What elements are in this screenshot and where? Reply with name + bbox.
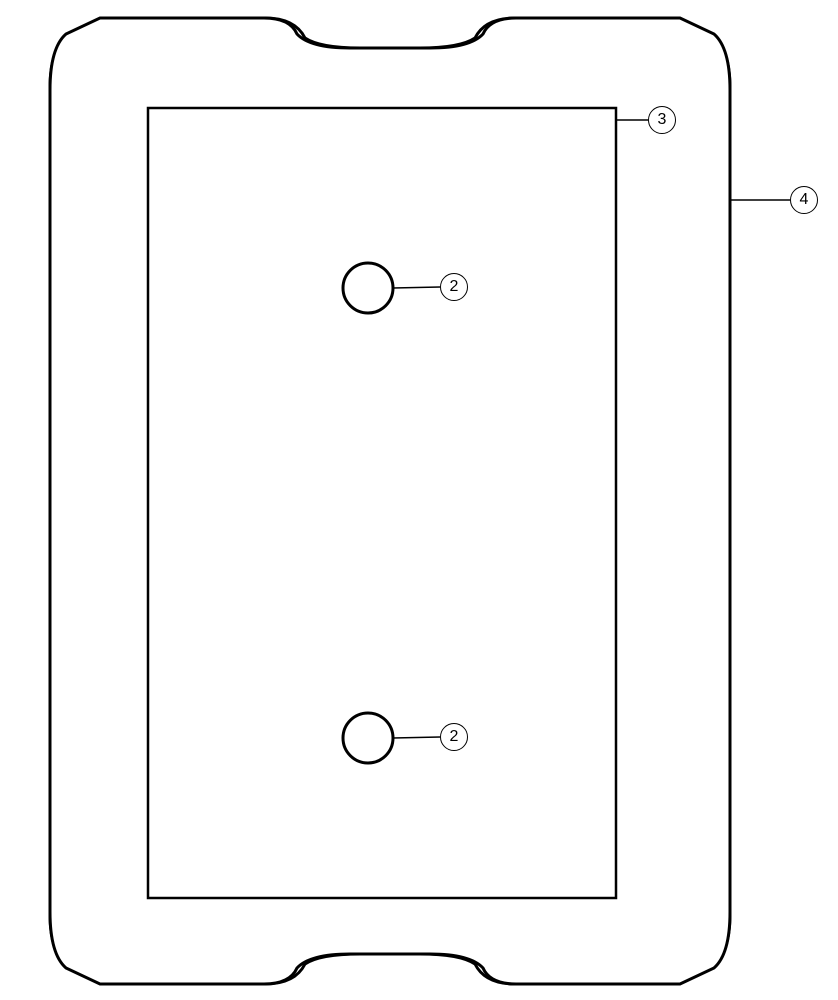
diagram-svg	[0, 0, 838, 1000]
leader-2a	[393, 287, 440, 288]
callout-4-label: 4	[800, 191, 809, 209]
callout-2-bottom-label: 2	[450, 728, 459, 746]
callout-2-top: 2	[440, 273, 468, 301]
leader-2b	[393, 737, 440, 738]
diagram-container: 2 2 3 4	[0, 0, 838, 1000]
outer-plate-clean	[50, 18, 730, 984]
callout-2-bottom: 2	[440, 723, 468, 751]
callout-3-label: 3	[658, 111, 667, 129]
callout-4: 4	[790, 186, 818, 214]
callout-3: 3	[648, 106, 676, 134]
callout-2-top-label: 2	[450, 278, 459, 296]
